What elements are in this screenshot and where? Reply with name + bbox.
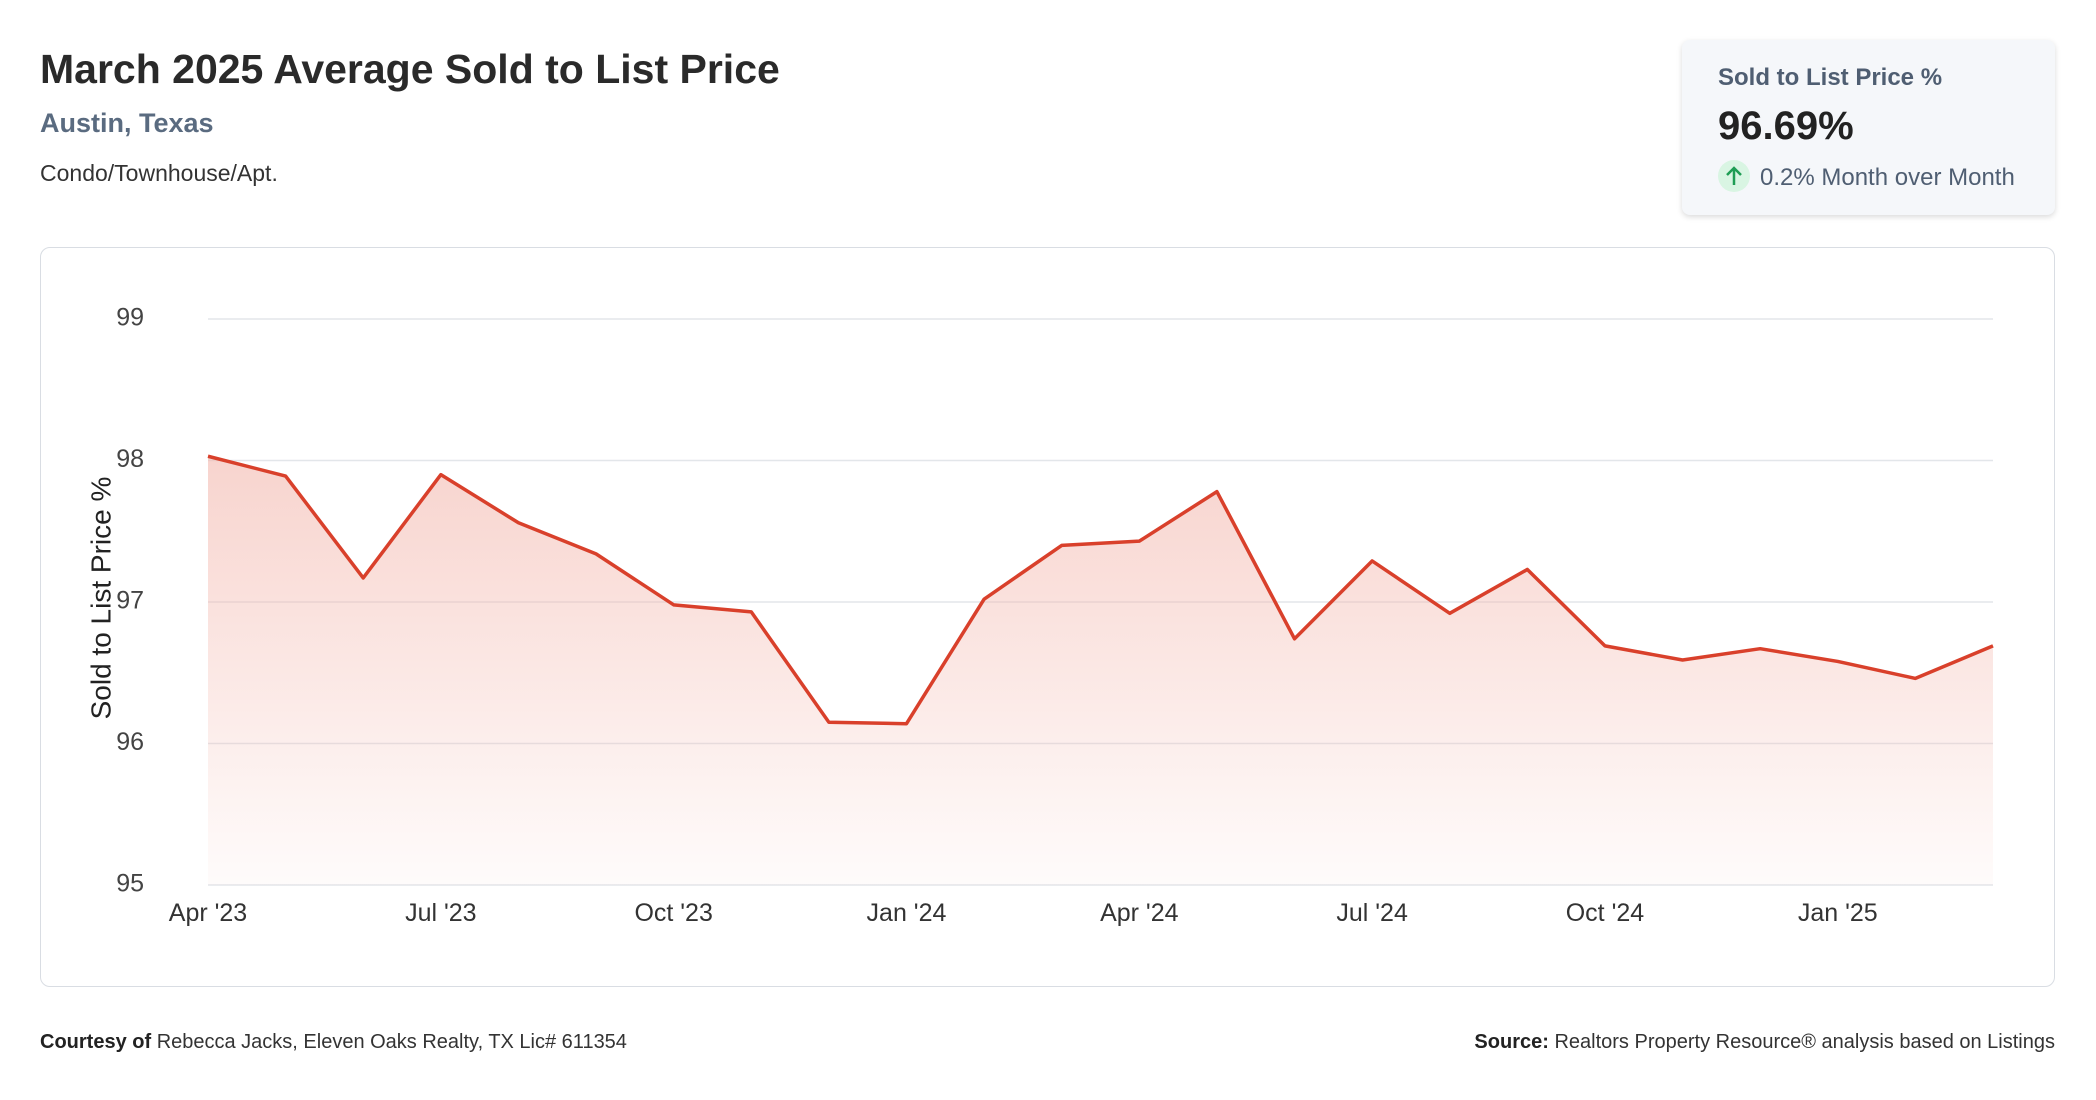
card-change: 0.2% Month over Month: [1760, 164, 2015, 191]
x-tick-label: Apr '24: [1100, 899, 1179, 927]
source-label: Source:: [1474, 1031, 1549, 1053]
x-tick-label: Jul '24: [1336, 899, 1408, 927]
courtesy-label: Courtesy of: [40, 1031, 152, 1053]
y-axis-label: Sold to List Price %: [85, 477, 116, 720]
summary-card: Sold to List Price % 96.69% 0.2% Month o…: [1682, 40, 2055, 215]
x-tick-label: Oct '23: [634, 899, 712, 927]
x-tick-label: Apr '23: [169, 899, 247, 927]
title: March 2025 Average Sold to List Price: [40, 46, 780, 92]
footer-courtesy: Courtesy of Rebecca Jacks, Eleven Oaks R…: [40, 1031, 627, 1054]
x-tick-label: Jan '25: [1798, 899, 1878, 927]
y-tick-label: 95: [116, 870, 144, 898]
footer-source: Source: Realtors Property Resource® anal…: [1474, 1031, 2055, 1054]
y-tick-label: 97: [116, 587, 144, 615]
up-arrow-icon: [1718, 160, 1750, 192]
card-value: 96.69%: [1718, 104, 1854, 148]
x-tick-label: Oct '24: [1566, 899, 1645, 927]
card-label: Sold to List Price %: [1718, 64, 1943, 91]
x-tick-label: Jan '24: [867, 899, 947, 927]
source-text: Realtors Property Resource® analysis bas…: [1554, 1031, 2055, 1053]
y-tick-label: 98: [116, 445, 144, 473]
location: Austin, Texas: [40, 108, 214, 138]
y-tick-label: 99: [116, 304, 144, 332]
courtesy-text: Rebecca Jacks, Eleven Oaks Realty, TX Li…: [156, 1031, 627, 1053]
y-tick-label: 96: [116, 728, 144, 756]
property-type: Condo/Townhouse/Apt.: [40, 160, 278, 186]
x-tick-label: Jul '23: [405, 899, 476, 927]
area: [208, 456, 1993, 885]
chart: Sold to List Price % 95 96 97 98 99 Apr '23 Ju…: [40, 247, 2055, 987]
line: [207, 454, 1994, 726]
